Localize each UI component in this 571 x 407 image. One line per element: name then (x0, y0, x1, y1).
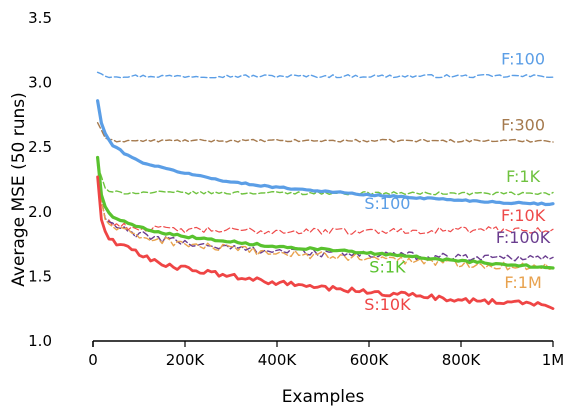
y-tick-label: 2.0 (28, 203, 52, 221)
series-label: F:300 (501, 115, 545, 134)
series-label: F:1M (504, 273, 541, 292)
y-tick-label: 2.5 (28, 138, 52, 156)
y-tick-label: 3.5 (28, 9, 52, 27)
series-label: S:1K (369, 258, 406, 277)
series-label: F:1K (506, 167, 541, 186)
y-tick-label: 1.0 (28, 332, 52, 350)
x-tick-label: 400K (258, 351, 298, 369)
series-line-f-10k (96, 177, 554, 235)
axes (92, 340, 553, 347)
x-tick-label: 600K (350, 351, 390, 369)
series-label: F:10K (501, 206, 546, 225)
x-tick-label: 800K (442, 351, 482, 369)
series-label: S:10K (364, 295, 411, 314)
x-tick-label: 1M (542, 351, 565, 369)
x-tick-label: 200K (166, 351, 206, 369)
y-tick-label: 1.5 (28, 267, 52, 285)
series-label: F:100K (496, 228, 551, 247)
series-line-f-100k (96, 177, 554, 262)
series-line-s-1k (95, 155, 555, 270)
series-line-f-100 (96, 71, 554, 79)
series-line-f-1m (96, 177, 554, 271)
y-axis-title: Average MSE (50 runs) (9, 92, 29, 287)
series-lines (95, 71, 555, 311)
x-tick-label: 0 (88, 351, 98, 369)
y-tick-label: 3.0 (28, 74, 52, 92)
series-label: S:100 (364, 194, 410, 213)
series-line-s-100 (95, 99, 555, 207)
series-label: F:100 (501, 50, 545, 69)
x-axis-title: Examples (282, 387, 365, 407)
series-line-f-1k (96, 164, 554, 196)
series-line-f-300 (96, 121, 554, 143)
series-labels: F:100 F:300 F:1K S:100 F:10K F:100K F:1M S:1K S:… (364, 50, 551, 314)
ticks: 0 200K 400K 600K 800K 1M 1.0 1.5 2.0 2.5 3.0 3.5 (28, 9, 564, 369)
series-line-s-10k (96, 175, 555, 311)
